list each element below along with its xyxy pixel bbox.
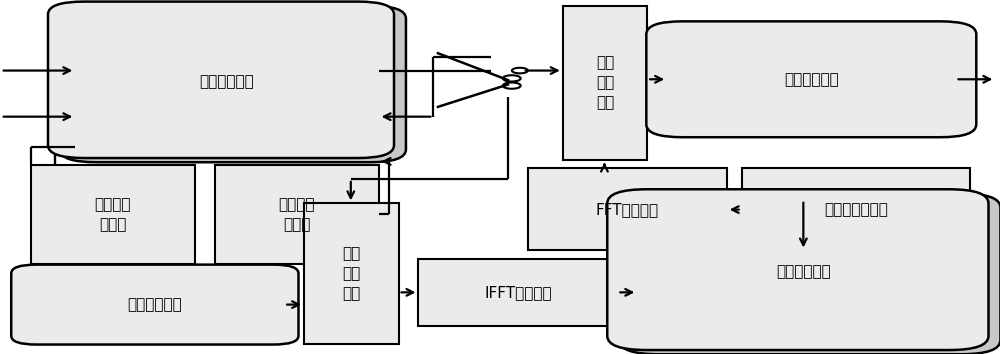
FancyBboxPatch shape bbox=[528, 169, 727, 250]
Text: 数据
均衡
单元: 数据 均衡 单元 bbox=[596, 56, 614, 110]
FancyBboxPatch shape bbox=[607, 189, 989, 350]
FancyBboxPatch shape bbox=[646, 21, 976, 137]
FancyBboxPatch shape bbox=[742, 169, 970, 250]
Text: 数据读取
控制器: 数据读取 控制器 bbox=[278, 197, 315, 232]
Text: 数据预处理单元: 数据预处理单元 bbox=[824, 202, 888, 217]
FancyBboxPatch shape bbox=[31, 165, 195, 264]
FancyBboxPatch shape bbox=[75, 11, 379, 153]
FancyBboxPatch shape bbox=[215, 165, 379, 264]
Text: 中间缓存单元: 中间缓存单元 bbox=[776, 264, 831, 279]
FancyBboxPatch shape bbox=[11, 265, 298, 344]
Text: 输出缓存单元: 输出缓存单元 bbox=[784, 72, 839, 87]
Text: 导频存储单元: 导频存储单元 bbox=[127, 297, 182, 312]
FancyBboxPatch shape bbox=[304, 203, 399, 344]
FancyBboxPatch shape bbox=[619, 193, 1000, 354]
FancyBboxPatch shape bbox=[563, 6, 647, 160]
FancyBboxPatch shape bbox=[60, 6, 406, 162]
Text: FFT计算单元: FFT计算单元 bbox=[596, 202, 659, 217]
FancyBboxPatch shape bbox=[418, 259, 617, 326]
FancyBboxPatch shape bbox=[48, 1, 394, 158]
Text: 输入缓存单元: 输入缓存单元 bbox=[200, 74, 254, 90]
Text: 信道
估计
单元: 信道 估计 单元 bbox=[342, 246, 360, 301]
Text: 数据写入
控制器: 数据写入 控制器 bbox=[94, 197, 131, 232]
Text: IFFT计算单元: IFFT计算单元 bbox=[484, 285, 552, 300]
FancyBboxPatch shape bbox=[637, 200, 970, 344]
